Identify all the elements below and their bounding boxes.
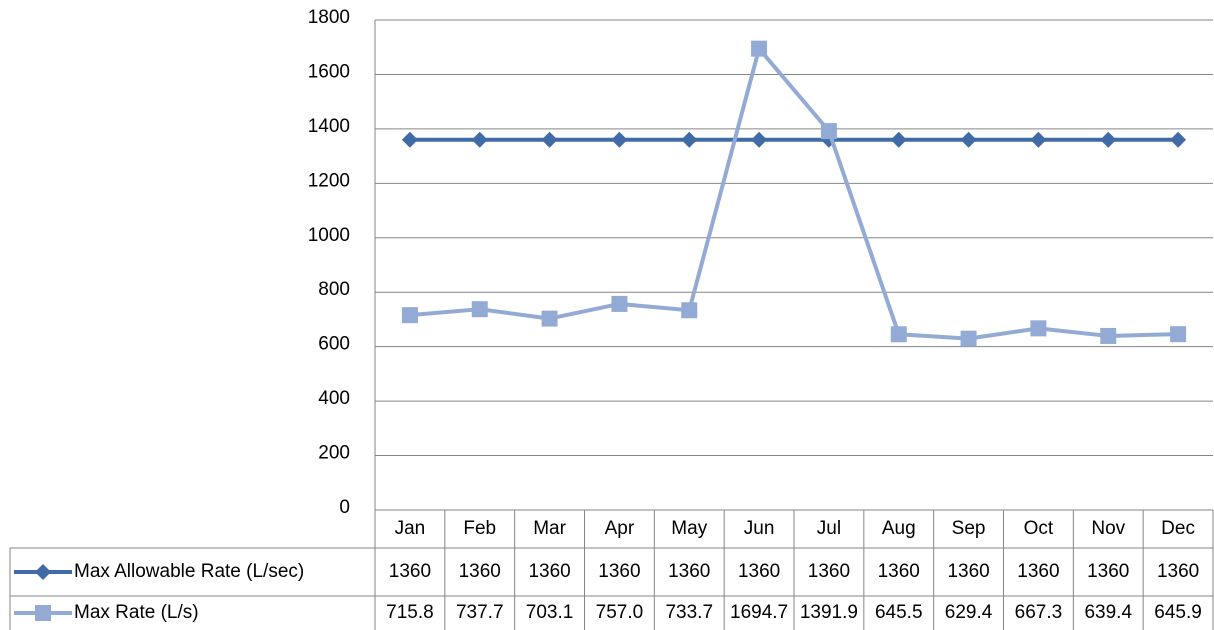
x-tick-label: Aug xyxy=(882,518,916,539)
data-table-value: 737.7 xyxy=(456,602,504,623)
data-table-value: 1360 xyxy=(878,561,920,582)
marker xyxy=(401,307,418,324)
marker xyxy=(611,131,628,148)
y-tick-label: 800 xyxy=(318,279,350,300)
data-table-value: 1360 xyxy=(1087,561,1129,582)
data-table-value: 1694.7 xyxy=(730,602,788,623)
data-table-value: 639.4 xyxy=(1084,602,1132,623)
marker xyxy=(1030,320,1047,337)
marker xyxy=(401,131,418,148)
marker xyxy=(1170,131,1187,148)
data-table-value: 629.4 xyxy=(945,602,993,623)
marker xyxy=(541,131,558,148)
x-tick-label: Apr xyxy=(605,518,635,539)
y-tick-label: 1400 xyxy=(308,116,350,137)
data-table-value: 1360 xyxy=(947,561,989,582)
x-tick-label: Feb xyxy=(463,518,496,539)
series-line xyxy=(409,46,1179,341)
marker xyxy=(541,310,558,327)
y-tick-label: 0 xyxy=(339,497,350,518)
x-tick-label: Nov xyxy=(1091,518,1125,539)
data-table-value: 1360 xyxy=(808,561,850,582)
data-table-value: 1360 xyxy=(738,561,780,582)
data-table-value: 733.7 xyxy=(665,602,713,623)
x-tick-label: Jul xyxy=(817,518,841,539)
marker xyxy=(960,330,977,347)
marker xyxy=(890,326,907,343)
y-tick-label: 600 xyxy=(318,334,350,355)
marker xyxy=(820,123,837,140)
marker xyxy=(681,131,698,148)
legend-marker xyxy=(35,564,51,580)
data-table-value: 757.0 xyxy=(596,602,644,623)
x-tick-label: Oct xyxy=(1024,518,1054,539)
data-table-value: 1391.9 xyxy=(800,602,858,623)
x-tick-label: Jan xyxy=(395,518,426,539)
marker xyxy=(1100,131,1117,148)
y-tick-label: 400 xyxy=(318,388,350,409)
data-table-value: 715.8 xyxy=(386,602,434,623)
y-tick-label: 1600 xyxy=(308,61,350,82)
data-table-value: 1360 xyxy=(1157,561,1199,582)
marker xyxy=(611,295,628,312)
data-table-value: 645.5 xyxy=(875,602,923,623)
y-tick-label: 1000 xyxy=(308,225,350,246)
x-tick-label: Dec xyxy=(1161,518,1195,539)
marker xyxy=(960,131,977,148)
marker xyxy=(751,131,768,148)
data-table-value: 1360 xyxy=(668,561,710,582)
legend-label: Max Rate (L/s) xyxy=(74,602,199,623)
y-tick-label: 1800 xyxy=(308,7,350,28)
marker xyxy=(1030,131,1047,148)
marker xyxy=(890,131,907,148)
y-tick-label: 1200 xyxy=(308,170,350,191)
marker xyxy=(471,301,488,318)
marker xyxy=(751,40,768,57)
x-tick-label: Jun xyxy=(744,518,775,539)
marker xyxy=(681,302,698,319)
data-table-value: 1360 xyxy=(389,561,431,582)
legend-label: Max Allowable Rate (L/sec) xyxy=(74,561,304,582)
marker xyxy=(1170,326,1187,343)
x-tick-label: Sep xyxy=(952,518,986,539)
data-table-value: 645.9 xyxy=(1154,602,1202,623)
data-table-value: 667.3 xyxy=(1015,602,1063,623)
x-tick-label: Mar xyxy=(533,518,566,539)
data-table-value: 1360 xyxy=(598,561,640,582)
data-table-value: 1360 xyxy=(1017,561,1059,582)
data-table-value: 1360 xyxy=(528,561,570,582)
data-table-value: 1360 xyxy=(459,561,501,582)
legend-marker xyxy=(35,605,51,621)
marker xyxy=(1100,327,1117,344)
x-tick-label: May xyxy=(671,518,707,539)
y-tick-label: 200 xyxy=(318,443,350,464)
data-table-value: 703.1 xyxy=(526,602,574,623)
marker xyxy=(471,131,488,148)
